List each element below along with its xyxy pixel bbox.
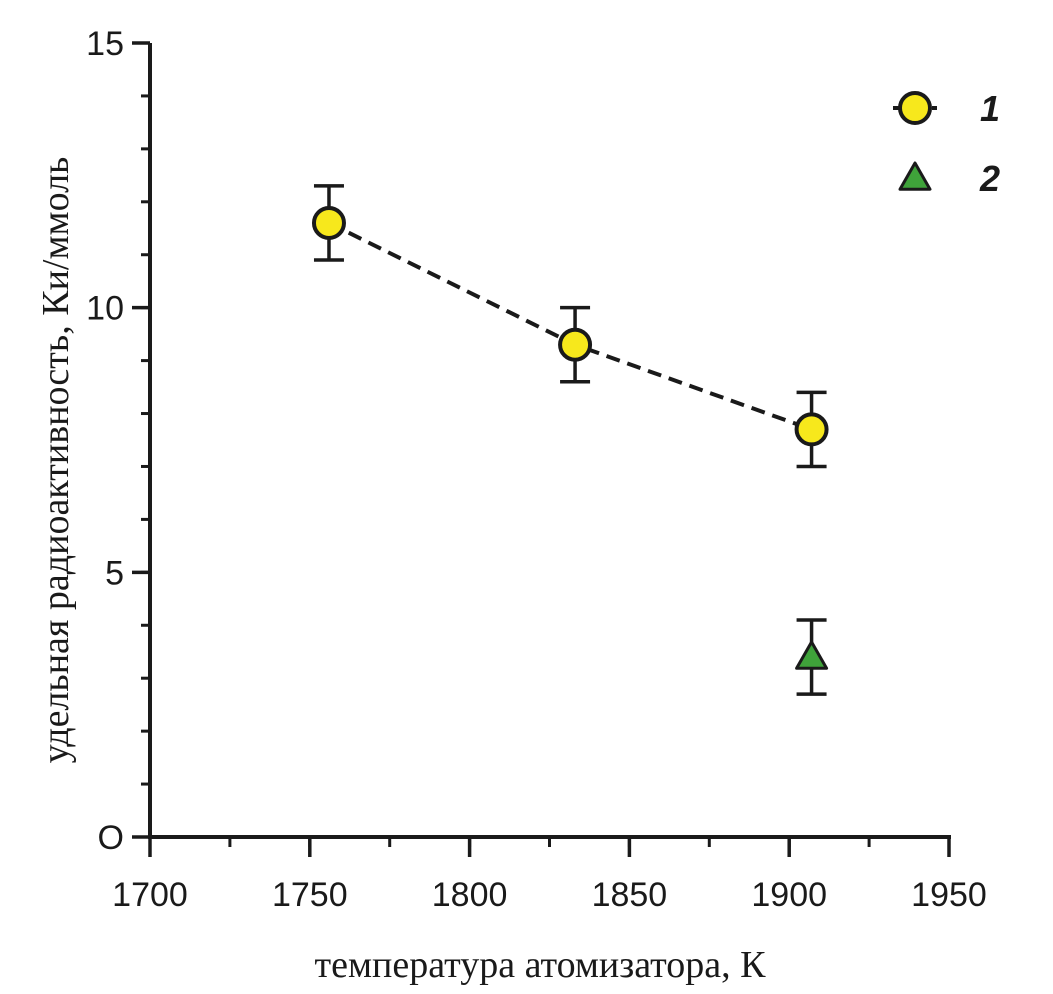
x-tick-label: 1900 (751, 876, 827, 914)
legend-marker-1 (898, 91, 932, 125)
legend: 12 (893, 88, 1000, 199)
x-tick-label: 1850 (592, 876, 668, 914)
data-markers (311, 205, 829, 670)
y-tick-label: O (98, 819, 124, 857)
x-tick-label: 1800 (432, 876, 508, 914)
y-axis-title: удельная радиоактивность, Ки/ммоль (35, 157, 77, 764)
legend-label-1: 1 (980, 88, 1000, 129)
y-tick-labels: O 5 10 15 (86, 25, 124, 857)
series-1-point (558, 327, 593, 362)
y-tick-label: 5 (105, 554, 124, 592)
series-1-point (794, 412, 829, 447)
plot-area: 1700 1750 1800 1850 1900 1950 O 5 10 15 (86, 25, 987, 914)
minor-ticks (141, 41, 951, 847)
x-tick-label: 1950 (911, 876, 987, 914)
x-tick-labels: 1700 1750 1800 1850 1900 1950 (112, 876, 987, 914)
series-1-point (311, 205, 346, 240)
major-ticks (132, 41, 951, 857)
x-tick-label: 1750 (272, 876, 348, 914)
legend-label-2: 2 (979, 158, 1000, 199)
x-tick-label: 1700 (112, 876, 188, 914)
series-lines (328, 221, 813, 432)
y-tick-label: 15 (86, 25, 124, 63)
y-tick-label: 10 (86, 290, 124, 328)
x-axis-title: температура атомизатора, К (315, 944, 767, 986)
series-1-line (328, 221, 813, 432)
series-2-point (795, 640, 829, 670)
legend-marker-2 (898, 161, 932, 191)
error-bars (313, 184, 827, 696)
